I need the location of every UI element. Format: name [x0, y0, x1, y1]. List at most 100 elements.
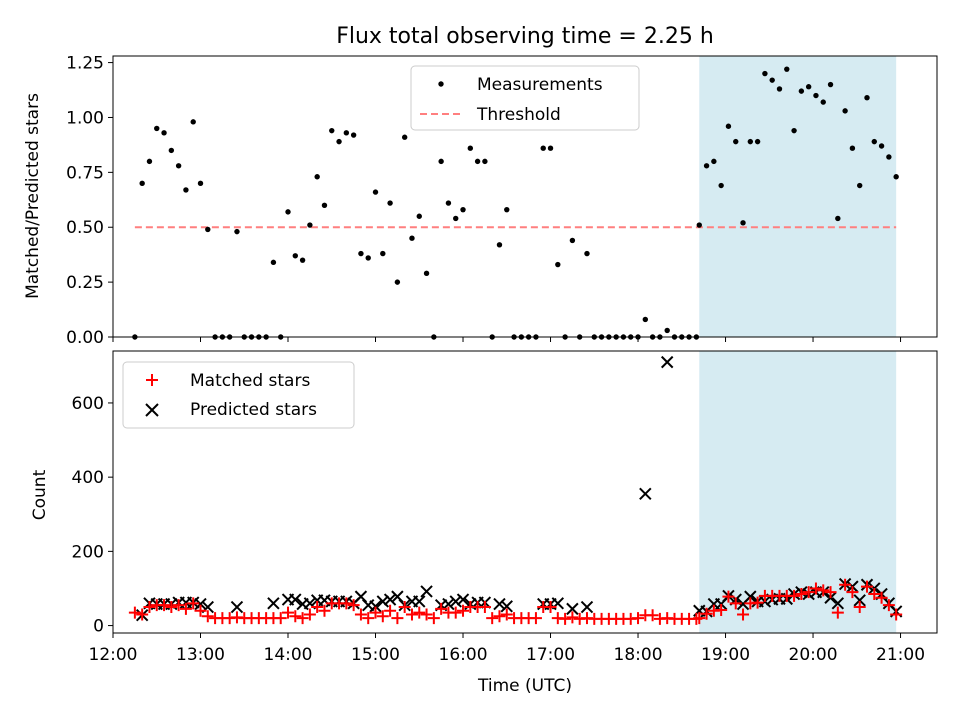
matched-star-point: [500, 608, 513, 621]
measurement-point: [754, 138, 761, 145]
measurement-point: [474, 158, 481, 165]
predicted-star-point: [413, 595, 426, 608]
top-legend-box: [410, 65, 640, 131]
y-tick-label: 0.25: [66, 273, 104, 293]
measurement-point: [835, 215, 841, 222]
measurement-point: [321, 202, 328, 208]
measurement-point: [762, 70, 768, 77]
measurement-point: [394, 279, 401, 285]
measurement-point: [285, 209, 291, 215]
y-tick-label: 0.00: [66, 328, 104, 348]
measurement-point: [857, 182, 863, 189]
measurement-point: [740, 220, 746, 226]
matched-star-point: [384, 604, 397, 617]
matched-star-point: [296, 612, 309, 625]
measurement-point: [813, 92, 819, 99]
predicted-star-point: [456, 593, 470, 606]
measurement-point: [401, 134, 408, 140]
measurement-point: [878, 143, 885, 149]
legend-threshold-label: Threshold: [476, 105, 561, 125]
measurement-point: [849, 145, 856, 151]
measurement-point: [146, 158, 153, 165]
matched-star-point: [405, 608, 418, 621]
measurement-point: [886, 154, 892, 160]
legend-predicted-label: Predicted stars: [190, 400, 317, 420]
bottom-legend-box: [122, 361, 355, 429]
y-tick-label: 0: [93, 617, 104, 637]
top-panel: 0.00 0.25 0.50 0.75 1.00 1.25 Flux total obse…: [23, 24, 938, 348]
matched-star-point: [201, 610, 214, 623]
matched-star-point: [457, 604, 470, 617]
measurement-point: [460, 206, 466, 213]
measurement-point: [664, 327, 670, 334]
matched-star-point: [632, 612, 645, 625]
matched-star-point: [839, 578, 852, 591]
x-tick-label: 20:00: [789, 645, 838, 665]
measurement-point: [540, 145, 546, 151]
top-y-axis-label: Matched/Predicted stars: [23, 93, 43, 299]
matched-star-point: [486, 612, 499, 625]
matched-star-point: [289, 610, 302, 623]
matched-star-point: [391, 612, 404, 625]
matched-star-point: [890, 608, 903, 621]
measurement-point: [372, 189, 379, 195]
predicted-star-point: [831, 597, 845, 610]
measurement-point: [387, 200, 393, 206]
matched-star-point: [158, 599, 171, 612]
measurement-point: [350, 132, 357, 138]
measurement-point: [733, 138, 739, 145]
measurement-point: [842, 108, 848, 114]
measurement-point: [871, 138, 877, 145]
top-y-ticks: 0.00 0.25 0.50 0.75 1.00 1.25: [66, 54, 113, 348]
measurement-point: [365, 255, 371, 261]
matched-star-point: [868, 588, 881, 601]
measurement-point: [423, 270, 430, 277]
measurement-point: [190, 119, 196, 125]
measurement-point: [270, 259, 277, 266]
measurement-point: [642, 316, 649, 323]
x-tick-label: 17:00: [526, 645, 575, 665]
matched-star-point: [875, 591, 888, 604]
bottom-y-ticks: 0 200 400 600: [72, 394, 113, 637]
measurement-point: [307, 222, 313, 228]
matched-star-point: [340, 597, 353, 610]
top-axes-frame: [112, 55, 938, 338]
predicted-star-point: [660, 355, 674, 369]
x-tick-label: 12:00: [89, 645, 138, 665]
matched-star-point: [128, 606, 141, 619]
measurement-point: [718, 182, 724, 189]
measurement-point: [336, 138, 342, 145]
matched-star-point: [700, 607, 713, 620]
measurement-point: [711, 158, 717, 165]
matched-star-point: [435, 602, 448, 615]
measurement-point: [438, 158, 444, 165]
matched-star-point: [413, 606, 426, 619]
measurement-point: [496, 242, 503, 248]
measurement-point: [703, 163, 710, 169]
matched-star-point: [420, 608, 433, 621]
measurement-point: [343, 130, 350, 136]
measurement-point: [467, 145, 474, 151]
measurement-point: [197, 180, 204, 187]
measurement-point: [864, 95, 870, 101]
measurement-point: [168, 147, 175, 154]
y-tick-label: 600: [72, 394, 104, 414]
matched-star-point: [493, 610, 506, 623]
matched-star-point: [303, 608, 316, 621]
matched-star-point: [751, 596, 764, 609]
predicted-star-point: [420, 585, 433, 598]
matched-stars-series: [128, 578, 903, 625]
matched-star-point: [846, 586, 859, 599]
top-highlight-span: [699, 56, 897, 337]
y-tick-label: 0.75: [66, 163, 104, 183]
matched-star-point: [831, 606, 844, 619]
x-tick-label: 16:00: [439, 645, 488, 665]
matched-star-point: [544, 601, 557, 614]
x-tick-label: 21:00: [876, 645, 925, 665]
predicted-star-point: [500, 600, 513, 613]
y-tick-label: 1.25: [66, 54, 104, 74]
measurement-point: [205, 226, 211, 233]
measurement-point: [175, 163, 182, 169]
matched-star-point: [559, 612, 572, 625]
matched-star-point: [179, 602, 192, 615]
